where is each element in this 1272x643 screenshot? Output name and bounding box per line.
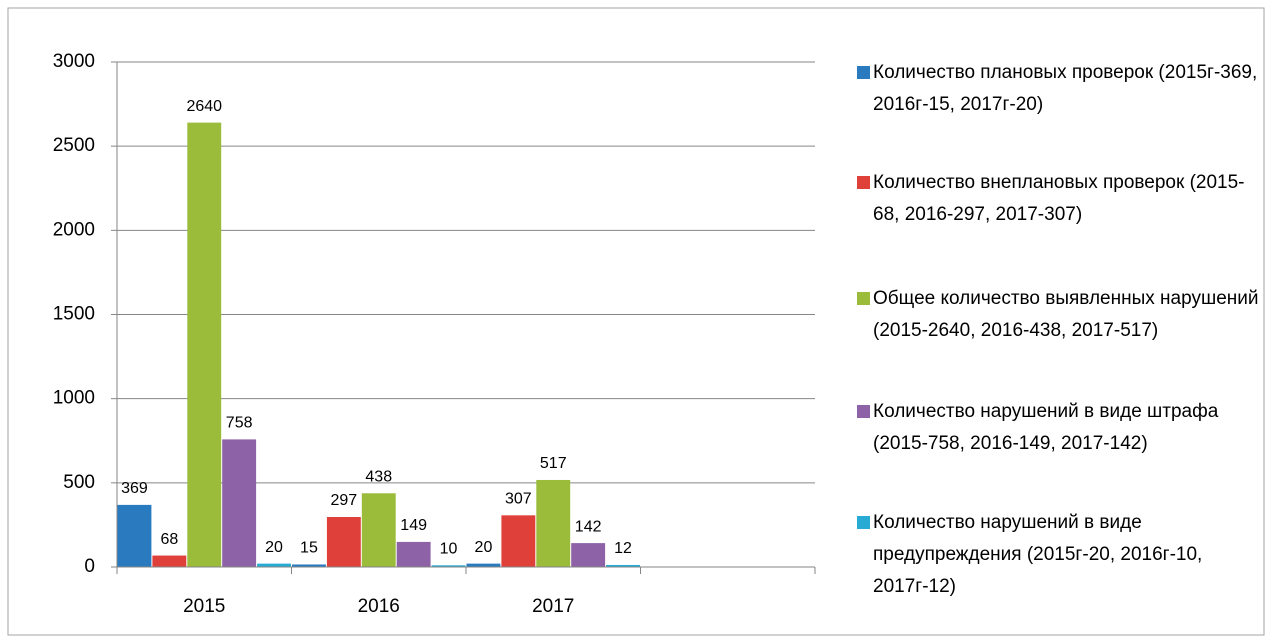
data-label: 517 <box>540 455 567 472</box>
legend-swatch <box>857 176 870 189</box>
data-label: 2640 <box>186 98 222 115</box>
bar <box>396 541 431 567</box>
bar <box>606 564 640 567</box>
legend-label: Количество внеплановых проверок (2015-68… <box>873 172 1245 225</box>
y-tick-label: 0 <box>84 556 95 577</box>
x-tick-label: 2016 <box>358 596 400 617</box>
bar <box>257 563 291 567</box>
legend-entry: Количество нарушений в виде штрафа (2015… <box>857 396 1262 460</box>
y-tick-label: 1000 <box>53 388 95 409</box>
bar <box>361 493 396 567</box>
legend-swatch <box>857 405 870 418</box>
data-label: 149 <box>400 517 427 534</box>
data-label: 438 <box>365 468 392 485</box>
data-label: 758 <box>226 415 253 432</box>
bar <box>222 439 257 567</box>
y-tick-label: 500 <box>63 472 95 493</box>
legend-label: Количество нарушений в виде штрафа (2015… <box>873 401 1219 454</box>
legend-entry: Общее количество выявленных нарушений (2… <box>857 283 1262 347</box>
legend-swatch <box>857 66 870 79</box>
data-label: 68 <box>160 531 178 548</box>
bar <box>536 479 571 567</box>
bar <box>571 543 606 567</box>
x-tick-label: 2017 <box>532 596 574 617</box>
bar <box>187 122 222 567</box>
bar <box>431 565 466 567</box>
data-label: 307 <box>505 491 532 508</box>
y-tick-label: 2000 <box>53 219 95 240</box>
y-tick-label: 1500 <box>53 304 95 325</box>
data-label: 369 <box>121 480 148 497</box>
bar <box>501 515 536 567</box>
legend-entry: Количество нарушений в виде предупрежден… <box>857 507 1262 603</box>
bar <box>117 504 152 567</box>
legend-entry: Количество внеплановых проверок (2015-68… <box>857 167 1262 231</box>
y-tick-label: 3000 <box>53 51 95 72</box>
data-label: 297 <box>330 492 357 509</box>
data-label: 12 <box>614 540 632 557</box>
x-tick-label: 2015 <box>183 596 225 617</box>
bar <box>292 564 326 567</box>
legend-label: Количество нарушений в виде предупрежден… <box>873 512 1203 597</box>
data-label: 20 <box>475 539 493 556</box>
legend-swatch <box>857 516 870 529</box>
bar <box>326 517 361 567</box>
legend-entry: Количество плановых проверок (2015г-369,… <box>857 57 1262 121</box>
y-tick-label: 2500 <box>53 135 95 156</box>
bar <box>152 555 187 567</box>
legend-swatch <box>857 292 870 305</box>
data-label: 15 <box>300 540 318 557</box>
legend-label: Количество плановых проверок (2015г-369,… <box>873 62 1258 115</box>
data-label: 142 <box>575 518 602 535</box>
bar <box>466 563 501 567</box>
legend-label: Общее количество выявленных нарушений (2… <box>873 288 1259 341</box>
data-label: 10 <box>440 541 458 558</box>
data-label: 20 <box>265 539 283 556</box>
